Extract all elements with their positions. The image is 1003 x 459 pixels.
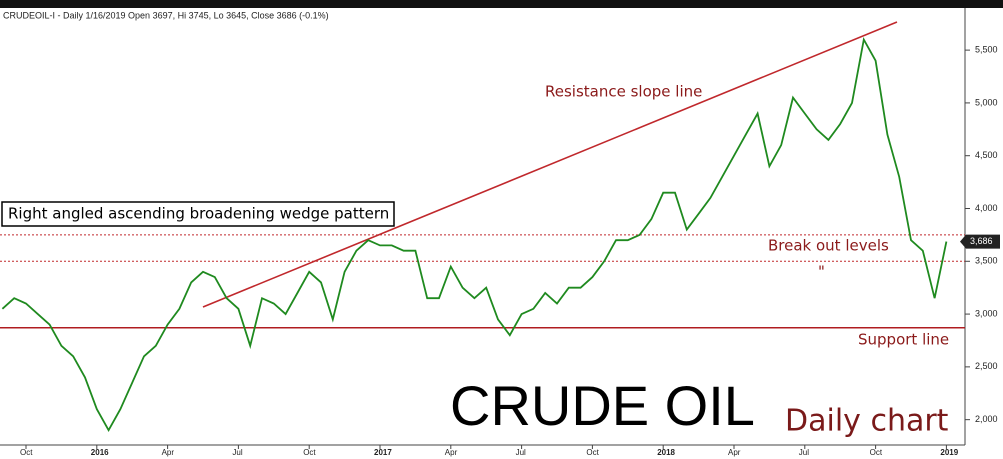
- y-tick-label: 3,000: [975, 308, 998, 318]
- x-tick-label: Jul: [232, 448, 242, 457]
- support-label: Support line: [858, 331, 949, 349]
- x-tick-label: Jul: [516, 448, 526, 457]
- x-tick-label: 2019: [940, 448, 958, 457]
- x-tick-label: Jul: [799, 448, 809, 457]
- x-tick-label: 2016: [91, 448, 109, 457]
- x-tick-label: Apr: [162, 448, 175, 457]
- breakout-label: Break out levels: [768, 237, 889, 255]
- x-tick-label: 2017: [374, 448, 392, 457]
- top-bar: [0, 0, 1003, 8]
- y-tick-label: 3,500: [975, 256, 998, 266]
- resistance-line: [202, 21, 898, 308]
- y-tick-label: 5,000: [975, 97, 998, 107]
- last-price-label: 3,686: [970, 236, 993, 246]
- pattern-label: Right angled ascending broadening wedge …: [8, 205, 389, 223]
- price-line: [1, 36, 948, 433]
- y-tick-label: 4,500: [975, 150, 998, 160]
- x-tick-label: Apr: [445, 448, 458, 457]
- x-tick-label: Apr: [728, 448, 741, 457]
- y-tick-label: 5,500: [975, 44, 998, 54]
- x-tick-label: 2018: [657, 448, 675, 457]
- x-tick-label: Oct: [303, 448, 316, 457]
- ditto-label: ": [818, 263, 825, 281]
- x-tick-label: Oct: [870, 448, 883, 457]
- y-tick-label: 2,500: [975, 361, 998, 371]
- x-tick-label: Oct: [586, 448, 599, 457]
- y-tick-label: 2,000: [975, 414, 998, 424]
- chart-title: CRUDEOIL-I - Daily 1/16/2019 Open 3697, …: [3, 10, 329, 20]
- last-price-marker: [960, 234, 1000, 249]
- heading: CRUDE OIL: [450, 374, 755, 437]
- pattern-box: [1, 201, 395, 227]
- resistance-label: Resistance slope line: [545, 83, 702, 101]
- subheading: Daily chart: [785, 404, 949, 439]
- y-tick-label: 4,000: [975, 203, 998, 213]
- x-tick-label: Oct: [20, 448, 33, 457]
